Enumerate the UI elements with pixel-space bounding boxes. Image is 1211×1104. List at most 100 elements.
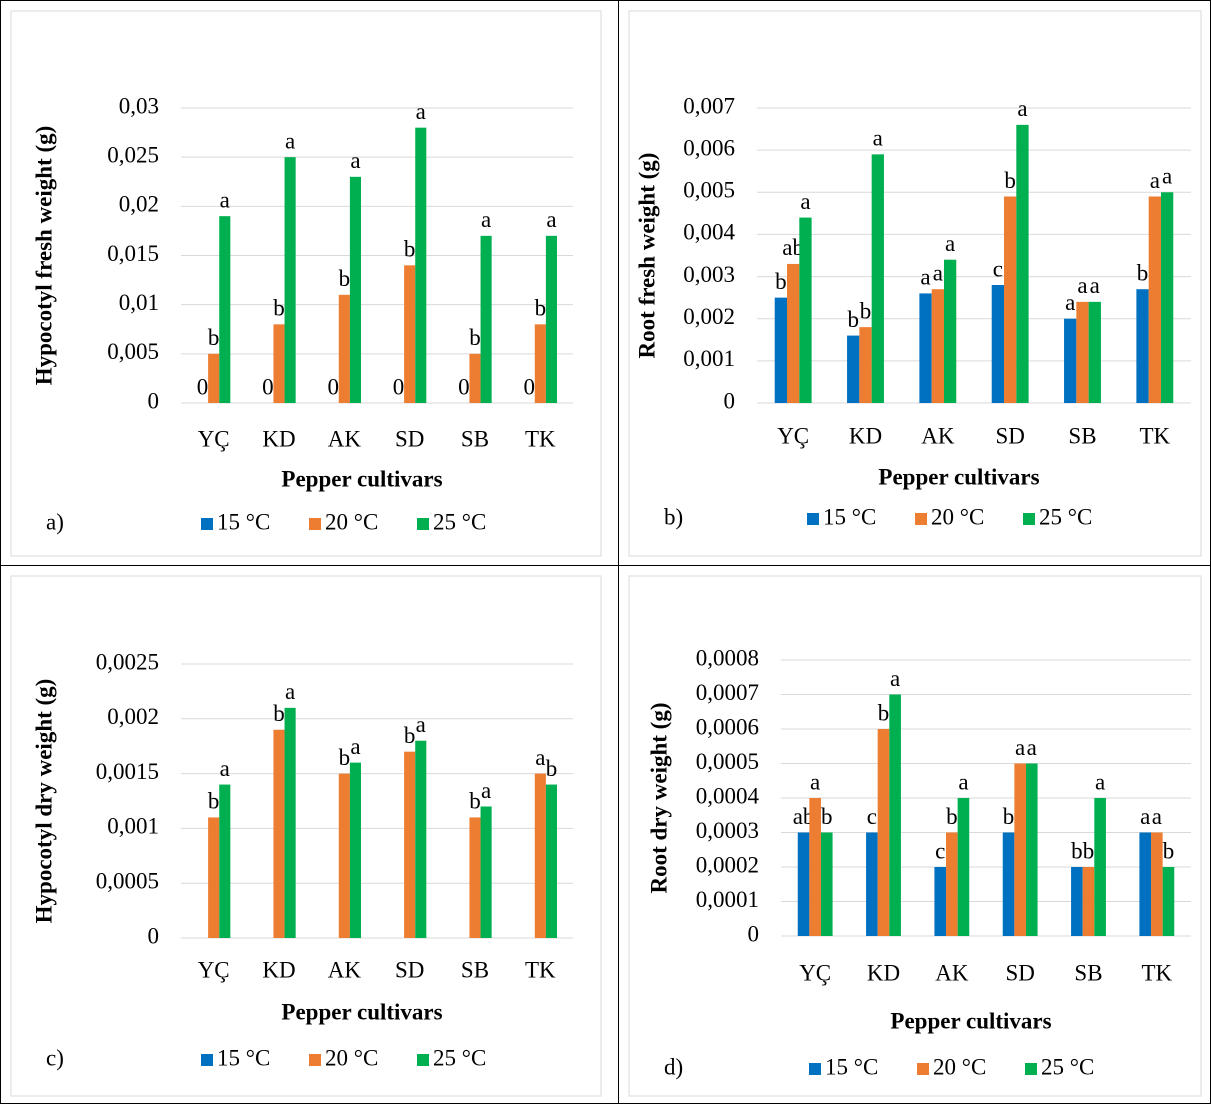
significance-letter: b bbox=[339, 745, 351, 770]
y-tick-label: 0,0015 bbox=[96, 759, 159, 784]
significance-letter: b bbox=[1083, 838, 1095, 863]
legend-swatch bbox=[417, 518, 429, 530]
y-tick-label: 0,015 bbox=[107, 241, 159, 266]
y-tick-label: 0,01 bbox=[119, 290, 159, 315]
bar bbox=[934, 867, 947, 936]
bar bbox=[797, 832, 810, 936]
significance-letter: b bbox=[821, 804, 833, 829]
significance-letter: c bbox=[935, 838, 945, 863]
significance-letter: a bbox=[945, 231, 955, 256]
legend-swatch bbox=[1025, 1063, 1037, 1075]
legend-label: 20 °C bbox=[325, 1045, 378, 1070]
bar bbox=[943, 259, 957, 403]
bar bbox=[877, 729, 890, 936]
x-tick-label: SB bbox=[1068, 423, 1096, 448]
significance-letter: 0 bbox=[393, 374, 405, 399]
x-tick-label: TK bbox=[525, 957, 556, 982]
panel: 0 0,0001 0,0002 0,0003 0,0004 0,0005 0,0006 0,0… bbox=[619, 566, 1210, 1103]
legend-swatch bbox=[309, 1054, 321, 1066]
significance-letter: b bbox=[1137, 260, 1149, 285]
y-tick-label: 0,0007 bbox=[696, 680, 759, 705]
y-tick-label: 0,002 bbox=[107, 704, 159, 729]
y-tick-label: 0,0006 bbox=[696, 714, 759, 739]
x-tick-label: KD bbox=[867, 960, 900, 985]
y-tick-label: 0,005 bbox=[107, 339, 159, 364]
y-axis-title: Root fresh weight (g) bbox=[634, 153, 659, 359]
significance-letter: a bbox=[535, 745, 545, 770]
bar bbox=[946, 832, 958, 936]
y-tick-label: 0,025 bbox=[107, 142, 159, 167]
x-tick-label: KD bbox=[849, 423, 882, 448]
bar bbox=[469, 817, 481, 938]
bar bbox=[349, 762, 361, 938]
legend-swatch bbox=[309, 518, 321, 530]
panel: 0 0,0005 0,001 0,0015 0,002 0,0025 Hypocotyl d… bbox=[1, 566, 618, 1103]
bar bbox=[404, 265, 416, 403]
y-tick-label: 0,0008 bbox=[696, 645, 759, 670]
significance-letter: a bbox=[873, 126, 883, 151]
chart-area bbox=[628, 10, 1202, 557]
panel-label: d) bbox=[664, 1054, 683, 1079]
y-tick-label: 0,03 bbox=[119, 93, 159, 118]
significance-letter: a bbox=[285, 128, 295, 153]
y-tick-label: 0,004 bbox=[683, 220, 735, 245]
x-axis-title: Pepper cultivars bbox=[281, 999, 442, 1024]
significance-letter: b bbox=[775, 269, 787, 294]
chart-area bbox=[10, 10, 602, 557]
bar bbox=[284, 707, 296, 938]
panel-label: a) bbox=[46, 509, 64, 534]
bar bbox=[338, 773, 350, 938]
bar bbox=[1088, 301, 1101, 403]
significance-letter: a bbox=[1027, 735, 1037, 760]
bar bbox=[469, 353, 481, 403]
bar bbox=[534, 773, 546, 938]
significance-letter: b bbox=[404, 723, 416, 748]
significance-letter: a bbox=[1152, 804, 1162, 829]
y-tick-label: 0,0003 bbox=[696, 818, 759, 843]
legend-label: 20 °C bbox=[931, 504, 984, 529]
cell-divider bbox=[618, 1, 619, 1103]
chart: 0 0,005 0,01 0,015 0,02 0,025 0,03 Hypocotyl fr… bbox=[10, 10, 602, 557]
chart-area bbox=[628, 575, 1202, 1097]
y-tick-label: 0 bbox=[148, 388, 160, 413]
significance-letter: ab bbox=[782, 235, 804, 260]
significance-letter: 0 bbox=[523, 374, 535, 399]
y-tick-label: 0,0005 bbox=[696, 749, 759, 774]
bar bbox=[480, 806, 492, 938]
significance-letter: b bbox=[1071, 838, 1083, 863]
bar bbox=[1151, 832, 1163, 936]
bar bbox=[1002, 832, 1015, 936]
bar bbox=[1094, 798, 1106, 936]
x-tick-label: SD bbox=[395, 957, 424, 982]
bar bbox=[219, 216, 231, 403]
bar bbox=[219, 784, 231, 938]
bar bbox=[1139, 832, 1152, 936]
significance-letter: a bbox=[1065, 290, 1075, 315]
significance-letter: a bbox=[416, 712, 426, 737]
panel: 0 0,005 0,01 0,015 0,02 0,025 0,03 Hypocotyl fr… bbox=[1, 1, 618, 565]
significance-letter: b bbox=[535, 296, 547, 321]
x-tick-label: SD bbox=[995, 423, 1024, 448]
legend-label: 25 °C bbox=[433, 509, 486, 534]
significance-letter: a bbox=[1140, 804, 1150, 829]
chart-area bbox=[10, 575, 602, 1097]
significance-letter: b bbox=[469, 789, 481, 814]
significance-letter: b bbox=[1004, 168, 1016, 193]
significance-letter: b bbox=[404, 237, 416, 262]
bar bbox=[1064, 318, 1077, 403]
y-tick-label: 0,0001 bbox=[696, 887, 759, 912]
y-tick-label: 0,001 bbox=[683, 346, 735, 371]
x-axis-title: Pepper cultivars bbox=[878, 464, 1039, 489]
panel-label: b) bbox=[664, 504, 683, 529]
significance-letter: b bbox=[208, 325, 220, 350]
bar bbox=[545, 235, 557, 403]
y-tick-label: 0,001 bbox=[107, 814, 159, 839]
significance-letter: b bbox=[469, 325, 481, 350]
legend-swatch bbox=[201, 1054, 213, 1066]
bar bbox=[1071, 867, 1083, 936]
bar bbox=[1148, 196, 1161, 403]
bar bbox=[545, 784, 557, 938]
legend-label: 25 °C bbox=[433, 1045, 486, 1070]
y-tick-label: 0 bbox=[724, 388, 736, 413]
